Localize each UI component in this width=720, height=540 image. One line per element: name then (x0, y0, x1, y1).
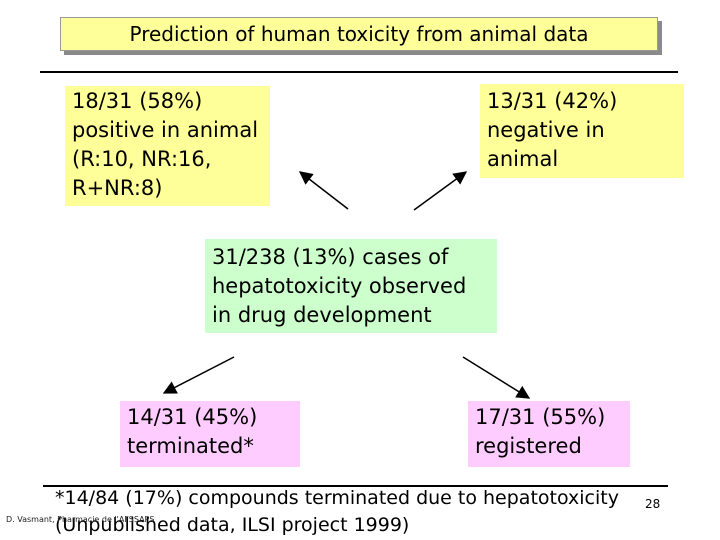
bottom-divider (43, 485, 668, 487)
terminated-line-2: terminated* (127, 434, 254, 458)
registered-line-1: 17/31 (55%) (475, 405, 606, 429)
positive-line-1: 18/31 (58%) (72, 89, 203, 113)
center-line-3: in drug development (212, 303, 432, 327)
arrow-to-registered (462, 356, 531, 399)
registered-line-2: registered (475, 434, 582, 458)
negative-line-3: animal (487, 147, 559, 171)
footnote-line-1: *14/84 (17%) compounds terminated due to… (55, 487, 619, 509)
page-title: Prediction of human toxicity from animal… (60, 17, 658, 51)
footnote-line-2: (Unpublished data, ILSI project 1999) (55, 514, 410, 536)
terminated-box: 14/31 (45%) terminated* (120, 401, 300, 467)
positive-line-4: R+NR:8) (72, 176, 163, 200)
arrow-to-terminated (162, 356, 235, 394)
hepatotoxicity-cases-box: 31/238 (13%) cases of hepatotoxicity obs… (205, 239, 497, 333)
center-line-1: 31/238 (13%) cases of (212, 245, 449, 269)
terminated-line-1: 14/31 (45%) (127, 405, 258, 429)
negative-line-1: 13/31 (42%) (487, 89, 618, 113)
negative-line-2: negative in (487, 118, 605, 142)
title-banner: Prediction of human toxicity from animal… (60, 17, 662, 55)
negative-in-animal-box: 13/31 (42%) negative in animal (480, 84, 684, 178)
author-credit: D. Vasmant, Pharmacie de l'AFSSAPS (6, 515, 155, 524)
positive-line-2: positive in animal (72, 118, 259, 142)
positive-line-3: (R:10, NR:16, (72, 147, 212, 171)
center-line-2: hepatotoxicity observed (212, 274, 467, 298)
top-divider (40, 71, 678, 73)
registered-box: 17/31 (55%) registered (468, 401, 630, 467)
arrow-to-positive (298, 171, 349, 210)
arrow-to-negative (413, 171, 468, 211)
page-number: 28 (645, 497, 661, 511)
positive-in-animal-box: 18/31 (58%) positive in animal (R:10, NR… (65, 86, 270, 206)
